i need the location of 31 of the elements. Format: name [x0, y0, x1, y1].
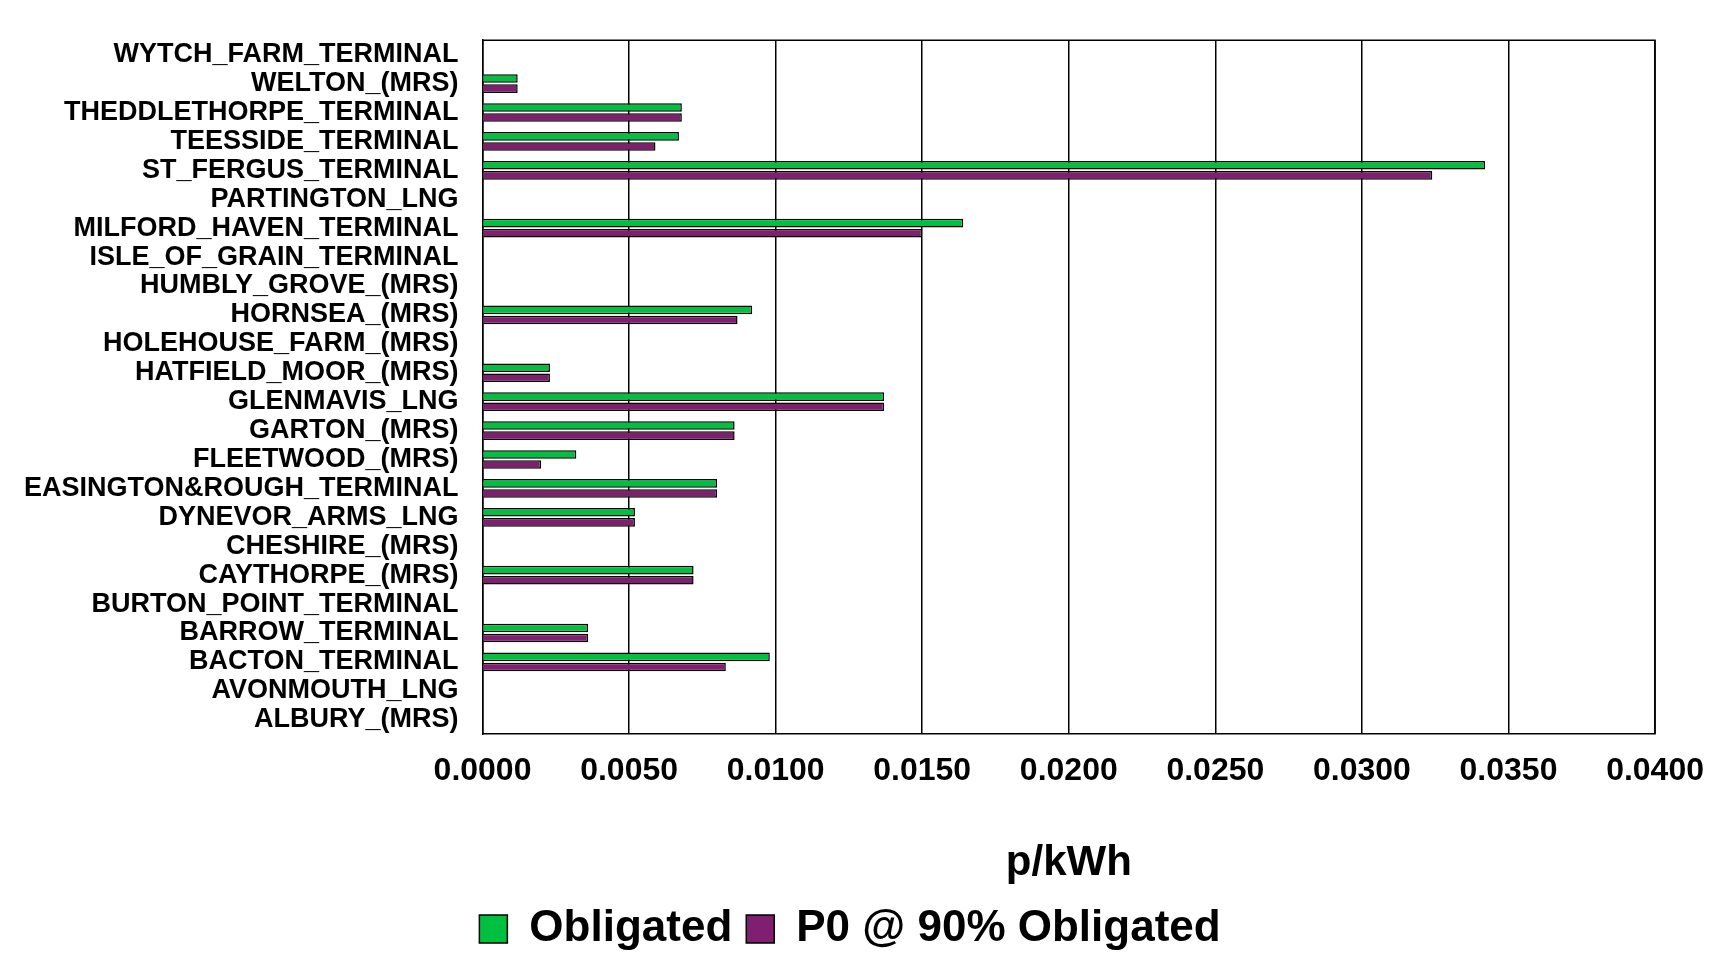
y-tick-label: HORNSEA_(MRS) — [230, 298, 459, 329]
y-tick-label: HUMBLY_GROVE_(MRS) — [139, 269, 459, 300]
y-tick-label: CHESHIRE_(MRS) — [225, 529, 459, 560]
y-tick-label: TEESSIDE_TERMINAL — [170, 124, 459, 155]
y-tick-label: HATFIELD_MOOR_(MRS) — [135, 356, 459, 387]
y-tick-label: ST_FERGUS_TERMINAL — [141, 153, 459, 184]
x-tick-label: 0.0200 — [1019, 751, 1118, 788]
x-tick-label: 0.0350 — [1459, 751, 1558, 788]
y-tick-label: MILFORD_HAVEN_TERMINAL — [73, 211, 459, 242]
y-tick-label: GLENMAVIS_LNG — [228, 385, 459, 416]
legend-label: Obligated — [529, 901, 733, 951]
y-tick-label: GARTON_(MRS) — [249, 414, 459, 445]
y-tick-label: HOLEHOUSE_FARM_(MRS) — [102, 327, 459, 358]
x-tick-label: 0.0250 — [1166, 751, 1265, 788]
x-tick-label: 0.0400 — [1606, 751, 1704, 788]
legend-label: P0 @ 90% Obligated — [796, 901, 1221, 951]
x-axis-title: p/kWh — [1005, 837, 1132, 885]
x-tick-label: 0.0150 — [873, 751, 972, 788]
x-tick-label: 0.0300 — [1312, 751, 1411, 788]
y-tick-label: BACTON_TERMINAL — [189, 645, 459, 676]
y-tick-label: ISLE_OF_GRAIN_TERMINAL — [89, 240, 459, 271]
x-tick-label: 0.0000 — [433, 751, 532, 788]
y-tick-label: PARTINGTON_LNG — [210, 182, 459, 213]
y-tick-label: WELTON_(MRS) — [251, 67, 459, 98]
y-tick-label: AVONMOUTH_LNG — [211, 674, 459, 705]
y-tick-label: WYTCH_FARM_TERMINAL — [113, 38, 459, 69]
x-tick-label: 0.0100 — [726, 751, 825, 788]
y-tick-label: BARROW_TERMINAL — [179, 616, 459, 647]
x-tick-label: 0.0050 — [580, 751, 679, 788]
y-tick-label: ALBURY_(MRS) — [254, 703, 459, 734]
y-tick-label: DYNEVOR_ARMS_LNG — [158, 500, 459, 531]
